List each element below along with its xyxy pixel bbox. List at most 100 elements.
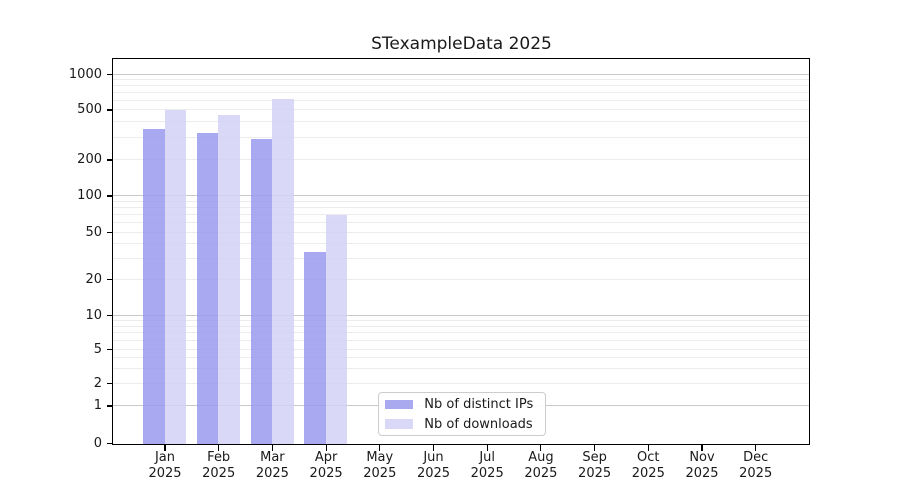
bar-downloads-mar	[272, 98, 294, 444]
x-tick-label: Jul 2025	[455, 450, 519, 481]
x-tick-label: Jun 2025	[402, 450, 466, 481]
x-tick-mark	[701, 445, 703, 451]
y-tick-mark	[106, 405, 113, 407]
x-tick-mark	[271, 445, 273, 451]
legend-label: Nb of distinct IPs	[424, 397, 534, 413]
bar-distinct-ips-mar	[250, 138, 273, 444]
x-tick-month: Mar	[260, 450, 285, 465]
x-tick-month: Jan	[154, 450, 176, 465]
plot-area: Nb of distinct IPs Nb of downloads	[112, 58, 811, 445]
x-tick-label: May 2025	[348, 450, 412, 481]
y-tick-mark	[106, 73, 113, 76]
x-tick-year: 2025	[685, 465, 719, 481]
y-tick-mark	[106, 442, 113, 445]
y-tick-mark	[106, 348, 113, 351]
x-tick-year: 2025	[202, 465, 236, 481]
x-tick-mark	[755, 445, 757, 451]
bar-downloads-apr	[325, 215, 348, 444]
x-tick-month: Jul	[479, 450, 496, 465]
y-tick-mark	[106, 109, 113, 111]
gridline-minor	[113, 121, 810, 123]
gridline-minor	[113, 325, 810, 327]
gridline-labeled	[113, 382, 810, 384]
x-tick-mark	[379, 445, 381, 451]
legend: Nb of distinct IPs Nb of downloads	[378, 392, 547, 436]
y-tick-mark	[106, 314, 113, 317]
x-tick-mark	[432, 445, 435, 451]
x-tick-month: Sep	[582, 450, 607, 465]
gridline-minor	[113, 92, 810, 94]
x-tick-month: Nov	[689, 450, 715, 465]
x-tick-month: Apr	[314, 450, 338, 465]
legend-swatch-distinct-ips	[385, 399, 414, 410]
bar-downloads-feb	[218, 114, 240, 444]
x-tick-month: Aug	[528, 450, 554, 465]
x-tick-year: 2025	[148, 465, 182, 481]
gridline-minor	[113, 339, 810, 341]
x-tick-mark	[325, 445, 327, 451]
x-tick-year: 2025	[470, 465, 504, 481]
gridline-minor	[113, 243, 810, 245]
x-tick-month: May	[366, 450, 394, 465]
gridline-minor	[113, 357, 810, 359]
gridline-major	[113, 195, 810, 197]
gridline-major	[113, 314, 810, 316]
x-tick-label: Oct 2025	[616, 450, 680, 481]
x-tick-label: Mar 2025	[240, 450, 304, 481]
y-tick-label: 100	[77, 188, 102, 203]
gridline-minor	[113, 99, 810, 101]
x-tick-year: 2025	[524, 465, 558, 481]
x-tick-year: 2025	[363, 465, 397, 481]
x-tick-label: Feb 2025	[187, 450, 251, 481]
x-tick-mark	[594, 445, 596, 451]
gridline-labeled	[113, 348, 810, 350]
gridline-labeled	[113, 159, 810, 161]
x-tick-month: Feb	[207, 450, 231, 465]
y-tick-mark	[106, 159, 113, 161]
y-tick-label: 0	[93, 435, 102, 451]
legend-swatch-downloads	[385, 419, 414, 429]
y-tick-label: 2	[93, 375, 102, 391]
gridline-minor	[113, 200, 810, 202]
x-tick-mark	[540, 445, 542, 451]
x-tick-year: 2025	[416, 465, 451, 481]
bar-distinct-ips-apr	[304, 252, 326, 444]
gridline-minor	[113, 222, 810, 224]
y-tick-label: 200	[77, 152, 102, 167]
y-tick-mark	[106, 195, 113, 197]
gridline-minor	[113, 137, 810, 139]
x-tick-month: Dec	[743, 450, 769, 465]
x-tick-label: Dec 2025	[724, 450, 788, 481]
gridline-minor	[113, 257, 810, 259]
y-tick-label: 500	[77, 102, 102, 117]
gridline-major	[113, 73, 810, 75]
x-tick-mark	[647, 445, 649, 451]
gridline-minor	[113, 85, 810, 87]
x-tick-month: Jun	[423, 450, 444, 465]
x-tick-month: Oct	[637, 450, 660, 465]
x-tick-mark	[164, 445, 166, 451]
x-tick-mark	[218, 445, 220, 451]
bar-distinct-ips-feb	[196, 133, 219, 444]
y-tick-label: 10	[85, 307, 102, 323]
x-tick-label: Sep 2025	[563, 450, 627, 481]
x-tick-label: Aug 2025	[509, 450, 573, 481]
bar-downloads-jan	[164, 109, 187, 444]
gridline-labeled	[113, 231, 810, 233]
gridline-minor	[113, 319, 810, 321]
y-tick-label: 5	[93, 341, 102, 357]
y-tick-label: 1000	[68, 66, 102, 82]
gridline-labeled	[113, 109, 810, 111]
gridline-minor	[113, 214, 810, 216]
gridline-labeled	[113, 278, 810, 280]
gridline-minor	[113, 79, 810, 81]
y-tick-label: 1	[93, 398, 102, 413]
y-tick-mark	[106, 278, 113, 281]
x-tick-label: Jan 2025	[133, 450, 197, 481]
x-tick-mark	[486, 445, 488, 451]
gridline-minor	[113, 367, 810, 369]
y-tick-label: 50	[85, 224, 102, 240]
x-tick-year: 2025	[631, 465, 665, 481]
x-tick-year: 2025	[578, 465, 612, 481]
